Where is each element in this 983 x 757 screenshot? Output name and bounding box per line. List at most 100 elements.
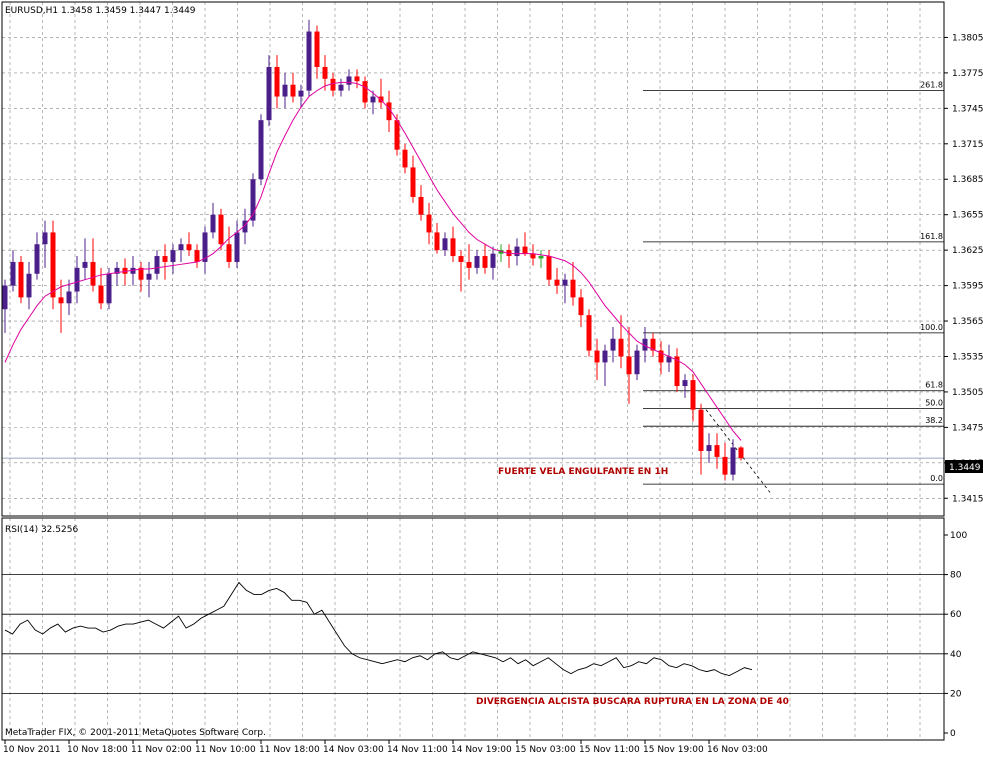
candle-body — [442, 238, 448, 251]
candle-body — [730, 447, 736, 475]
price-tick-label: 1.3685 — [952, 175, 983, 185]
candle-body — [690, 380, 696, 410]
candle-body — [338, 84, 344, 91]
candle-body — [314, 31, 320, 67]
candle-body — [586, 315, 592, 351]
candle-body — [346, 76, 352, 85]
rsi-line — [4, 581, 753, 677]
price-frame — [1, 1, 945, 517]
candle-body — [698, 409, 704, 452]
candle-body — [682, 380, 688, 387]
price-tick-label: 1.3745 — [952, 104, 983, 114]
candles — [2, 19, 744, 481]
candle-body — [474, 256, 480, 268]
fib-label-0.0: 0.0 — [930, 474, 943, 483]
candle-body — [602, 350, 608, 363]
price-tick-label: 1.3655 — [952, 211, 983, 221]
footer-copyright: MetaTrader FIX, © 2001-2011 MetaQuotes S… — [5, 728, 266, 738]
candle-body — [202, 232, 208, 262]
rsi-chart-title: RSI(14) 32.5256 — [5, 525, 78, 535]
chart-frames — [1, 1, 945, 741]
current-price-label: 1.3449 — [949, 463, 981, 473]
candle-body — [298, 90, 304, 97]
candle-body — [458, 256, 464, 262]
price-tick-label: 1.3805 — [952, 33, 983, 43]
rsi-tick-label: 60 — [950, 610, 962, 620]
ma-line — [4, 81, 742, 441]
time-tick-label: 11 Nov 18:00 — [259, 745, 320, 755]
candle-body — [194, 250, 200, 262]
candle-body — [154, 256, 160, 274]
candle-body — [322, 66, 328, 79]
candle-body — [450, 238, 456, 257]
candle-body — [714, 445, 720, 457]
rsi-tick-label: 80 — [950, 571, 962, 581]
time-axis-labels: 10 Nov 2011 10 Nov 18:00 11 Nov 02:00 11 No… — [3, 740, 768, 755]
candle-body — [626, 356, 632, 375]
candle-body — [90, 261, 96, 286]
price-tick-label: 1.3625 — [952, 246, 983, 256]
candle-body — [218, 214, 224, 245]
price-tick-label: 1.3775 — [952, 69, 983, 79]
candle-body — [722, 456, 728, 475]
candle-body — [258, 120, 264, 180]
candle-body — [50, 232, 56, 298]
candle-body — [642, 338, 648, 351]
candle-body — [362, 81, 368, 103]
candle-body — [402, 149, 408, 168]
divergence-annotation: DIVERGENCIA ALCISTA BUSCARA RUPTURA EN L… — [476, 697, 789, 707]
candle-body — [74, 267, 80, 292]
fib-label-261.8: 261.8 — [920, 81, 943, 90]
candle-body — [162, 256, 168, 262]
candle-body — [282, 84, 288, 97]
price-axis-labels: 1.3805 1.3775 1.3745 1.3715 1.3685 1.3655 1.36… — [944, 33, 983, 504]
candle-body — [666, 356, 672, 363]
candle-body — [418, 196, 424, 215]
candle-body — [274, 66, 280, 97]
candle-body — [594, 350, 600, 363]
candle-body — [2, 285, 8, 310]
candle-body — [394, 120, 400, 150]
time-tick-label: 15 Nov 03:00 — [515, 745, 576, 755]
price-tick-label: 1.3715 — [952, 140, 983, 150]
fib-label-100.0: 100.0 — [920, 323, 943, 332]
candle-body — [122, 267, 128, 274]
candle-body — [674, 356, 680, 387]
candle-body — [466, 261, 472, 268]
rsi-frame — [1, 517, 945, 741]
time-tick-label: 14 Nov 11:00 — [387, 745, 448, 755]
candle-body — [426, 214, 432, 233]
candle-body — [514, 246, 520, 257]
candle-body — [506, 250, 512, 257]
price-tick-label: 1.3475 — [952, 423, 983, 433]
time-tick-label: 14 Nov 03:00 — [323, 745, 384, 755]
fib-label-61.8: 61.8 — [925, 381, 943, 390]
time-tick-label: 10 Nov 2011 — [3, 745, 61, 755]
candle-body — [210, 214, 216, 233]
candle-body — [370, 96, 376, 103]
fib-label-38.2: 38.2 — [925, 416, 943, 425]
price-tick-label: 1.3535 — [952, 352, 983, 362]
candle-body — [738, 447, 744, 459]
rsi-tick-label: 40 — [950, 650, 962, 660]
candle-body — [10, 261, 16, 286]
time-tick-label: 14 Nov 19:00 — [451, 745, 512, 755]
time-tick-label: 10 Nov 18:00 — [67, 745, 128, 755]
candle-body — [290, 84, 296, 97]
rsi-tick-label: 20 — [950, 689, 962, 699]
price-tick-label: 1.3565 — [952, 317, 983, 327]
rsi-grid — [2, 518, 944, 740]
candle-body — [706, 445, 712, 452]
candle-body — [570, 279, 576, 298]
fib-label-161.8: 161.8 — [920, 232, 943, 241]
candle-body — [266, 66, 272, 121]
candle-body — [226, 244, 232, 262]
rsi-tick-label: 100 — [950, 531, 967, 541]
candle-body — [482, 256, 488, 268]
candle-body — [114, 267, 120, 274]
candle-body — [234, 232, 240, 262]
candle-body — [330, 78, 336, 91]
candle-body — [546, 256, 552, 280]
candle-body — [306, 31, 312, 91]
